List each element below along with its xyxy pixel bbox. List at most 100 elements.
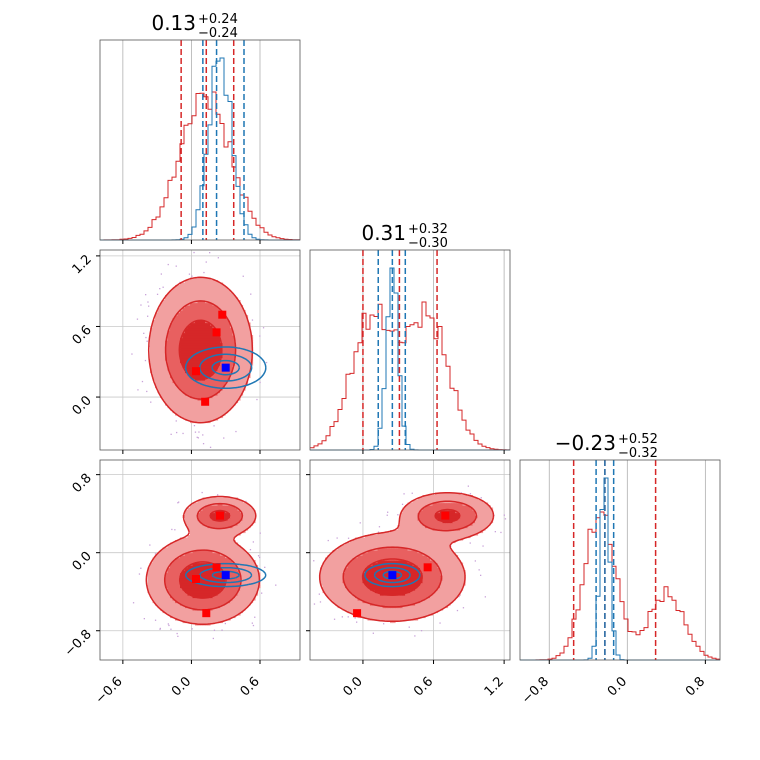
sample-point [191,275,193,277]
sample-point [327,539,329,542]
sample-point [347,616,349,618]
sample-point [193,425,196,427]
title-value: −0.23 [555,431,616,455]
sample-point [401,503,404,505]
sample-point [221,629,223,631]
sample-point [456,609,459,612]
blue-contour-line-0 [364,562,421,588]
sample-point [175,420,177,422]
sample-point [209,446,212,448]
sample-point [217,257,219,259]
red-mode-marker [212,328,221,337]
sample-point [377,531,380,533]
sample-point [168,624,170,627]
sample-point [193,251,195,254]
sample-point [170,628,172,630]
sample-point [467,485,469,487]
y-tick-label: −0.8 [62,627,95,660]
sample-point [254,616,256,618]
sample-point [201,491,203,494]
sample-point [188,273,191,275]
x-tick-label: −0.8 [519,674,552,707]
sample-point [275,584,277,586]
sample-point [494,531,496,533]
title-plus: +0.24 [198,12,238,27]
sample-point [245,500,247,503]
sample-point [137,389,139,391]
sample-point [249,549,252,551]
hist-panel-0 [99,39,301,241]
hist-panel-2 [519,459,721,661]
red-mode-marker [218,310,227,319]
sample-point [140,304,142,306]
sample-point [150,401,152,403]
sample-point [203,271,205,274]
sample-point [378,526,381,528]
sample-point [504,518,507,520]
sample-point [257,555,260,557]
sample-point [264,566,266,568]
sample-point [386,514,388,516]
sample-point [140,567,142,569]
sample-point [217,494,219,496]
contour-panel-2 [309,459,511,661]
red-histogram [520,511,720,661]
x-tick-label: −0.6 [93,674,126,707]
sample-point [242,275,244,277]
sample-point [159,288,161,290]
x-tick-label: 0.0 [605,674,630,699]
red-contour-line-0 [318,492,495,623]
sample-point [503,514,505,516]
axes-frame [99,249,301,451]
sample-point [147,301,149,303]
sample-point [167,263,169,266]
sample-point [198,431,200,433]
sample-point [174,529,176,531]
sample-point [132,602,135,604]
sample-point [144,359,147,362]
sample-point [194,431,197,433]
sample-point [251,622,253,624]
sample-point [383,623,385,625]
x-tick-label: 1.2 [482,674,507,699]
x-tick-label: 0.0 [169,674,194,699]
sample-point [341,616,343,618]
sample-point [480,574,482,576]
sample-point [460,492,463,494]
sample-point [143,332,145,334]
sample-point [202,443,205,445]
sample-point [458,595,460,598]
red-histogram [310,301,510,451]
sample-point [356,621,358,623]
axes-frame [99,39,301,241]
sample-point [223,437,225,439]
sample-point [478,569,480,571]
sample-point [160,273,162,275]
x-tick-label: 0.6 [238,674,263,699]
panel-title-0: 0.13 +0.24−0.24 [151,11,237,41]
contour-panel-1 [99,459,301,661]
sample-point [196,436,198,438]
sample-point [202,434,204,436]
red-mode-marker [441,511,450,520]
title-minus: −0.30 [408,236,448,251]
sample-point [136,318,139,320]
sample-point [414,635,416,637]
sample-point [251,319,254,321]
y-tick-label: 1.2 [70,252,95,277]
sample-point [397,514,399,516]
sample-point [205,261,207,263]
sample-point [197,437,199,439]
blue-contour-line-0 [184,346,267,390]
sample-point [256,398,258,401]
blue-point-marker [221,571,230,580]
sample-point [148,305,150,307]
sample-point [261,592,263,594]
sample-point [213,425,215,427]
hist-panel-1 [309,249,511,451]
sample-point [156,293,159,295]
sample-point [259,335,261,337]
sample-point [154,619,157,621]
sample-point [469,542,471,544]
sample-point [177,635,179,637]
